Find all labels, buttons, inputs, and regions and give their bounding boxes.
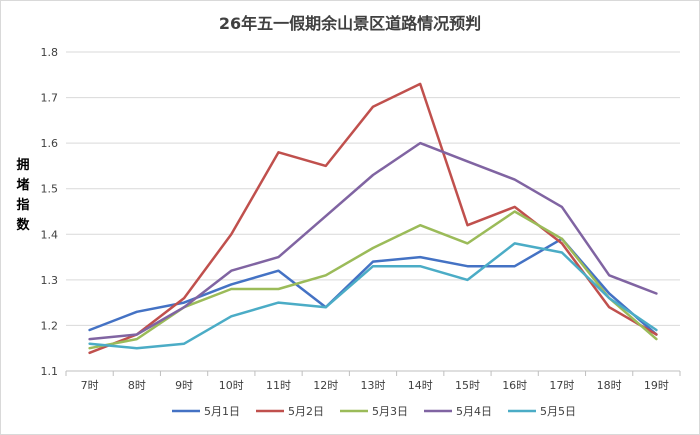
y-axis-label-char: 指 [16, 198, 30, 213]
x-tick-label: 13时 [361, 379, 386, 392]
y-tick-label: 1.5 [41, 183, 59, 196]
x-tick-label: 12时 [313, 379, 338, 392]
x-tick-label: 10时 [219, 379, 244, 392]
x-tick-label: 18时 [597, 379, 622, 392]
x-tick-label: 11时 [266, 379, 291, 392]
legend-label: 5月5日 [540, 405, 576, 418]
legend-label: 5月3日 [372, 405, 408, 418]
y-axis-label: 拥 堵 指 数 [14, 156, 32, 236]
series-line [88, 242, 658, 350]
chart-title: 26年五一假期余山景区道路情况预判 [218, 14, 482, 33]
x-tick-label: 8时 [128, 379, 146, 392]
y-tick-label: 1.6 [41, 137, 59, 150]
y-axis-label-char: 拥 [16, 158, 30, 173]
y-tick-label: 1.3 [41, 274, 59, 287]
y-tick-label: 1.2 [41, 319, 59, 332]
y-axis-label-char: 数 [16, 218, 30, 233]
series-line [88, 141, 658, 341]
y-tick-label: 1.4 [41, 228, 59, 241]
series-line [88, 82, 658, 355]
x-tick-label: 9时 [175, 379, 193, 392]
x-tick-label: 15时 [455, 379, 480, 392]
legend-label: 5月2日 [288, 405, 324, 418]
x-tick-label: 7时 [81, 379, 99, 392]
x-tick-label: 19时 [644, 379, 669, 392]
y-tick-label: 1.1 [41, 365, 59, 378]
legend-label: 5月4日 [456, 405, 492, 418]
y-tick-label: 1.8 [41, 46, 59, 59]
y-tick-label: 1.7 [41, 92, 59, 105]
x-tick-label: 14时 [408, 379, 433, 392]
y-axis-label-char: 堵 [16, 178, 30, 193]
x-tick-label: 17时 [549, 379, 574, 392]
x-tick-label: 16时 [502, 379, 527, 392]
legend-label: 5月1日 [204, 405, 240, 418]
series-line [88, 237, 658, 336]
